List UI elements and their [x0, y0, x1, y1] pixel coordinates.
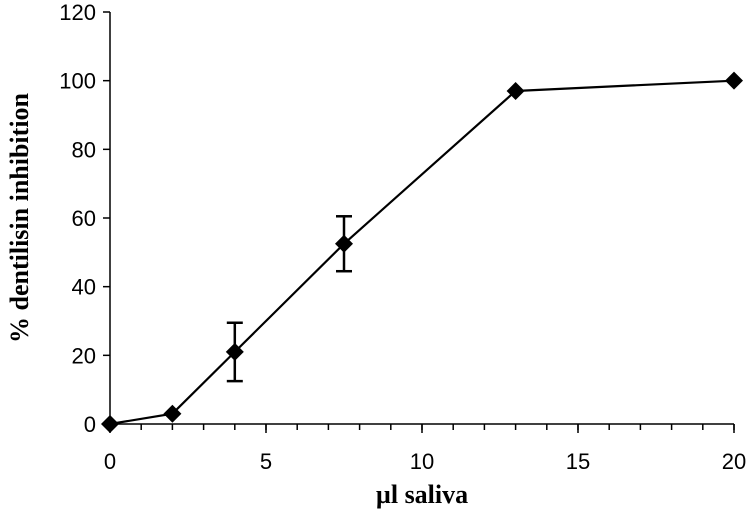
x-tick-label: 15	[566, 449, 590, 474]
y-axis-title: % dentilisin inhibition	[5, 92, 34, 343]
x-tick-label: 20	[722, 449, 746, 474]
series	[101, 71, 743, 433]
data-point	[163, 404, 182, 423]
y-tick-label: 60	[72, 206, 96, 231]
x-tick-label: 0	[104, 449, 116, 474]
axis-labels: 0 20 40 60 80 100 120 0 5 10 15 20	[59, 0, 746, 474]
y-tick-label: 120	[59, 0, 96, 25]
data-point	[225, 342, 244, 361]
y-tick-label: 40	[72, 275, 96, 300]
y-tick-label: 20	[72, 343, 96, 368]
y-tick-label: 80	[72, 137, 96, 162]
x-tick-label: 10	[410, 449, 434, 474]
data-point	[506, 81, 525, 100]
x-tick-label: 5	[260, 449, 272, 474]
y-tick-label: 100	[59, 69, 96, 94]
axes	[109, 12, 734, 425]
data-point	[725, 71, 743, 90]
data-point	[101, 415, 119, 433]
x-axis-title: µl saliva	[376, 480, 468, 509]
y-tick-label: 0	[84, 412, 96, 437]
data-point	[335, 234, 353, 253]
ticks	[103, 11, 735, 433]
series-line	[109, 79, 735, 426]
